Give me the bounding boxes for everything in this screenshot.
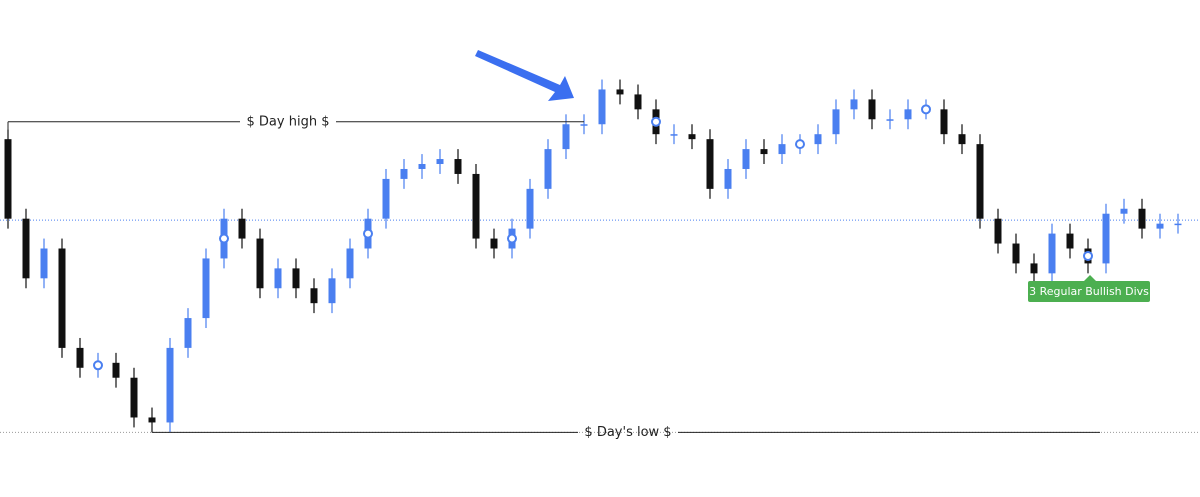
signal-marker	[921, 104, 931, 115]
candle-body	[742, 149, 750, 169]
candle-body	[166, 347, 174, 423]
candle-body	[1174, 223, 1182, 226]
candle-body	[526, 188, 534, 229]
candle-body	[202, 258, 210, 319]
signal-marker	[93, 360, 103, 371]
candle-body	[562, 124, 570, 150]
candle-body	[58, 248, 66, 348]
signal-marker	[363, 228, 373, 239]
day-high-label: $ Day high $	[247, 114, 330, 129]
candle-body	[940, 109, 948, 135]
candle-body	[310, 288, 318, 304]
annotation: 3 Regular Bullish Divs	[1028, 275, 1150, 302]
candle-body	[580, 124, 588, 126]
candle-body	[130, 377, 138, 418]
candle-body	[724, 168, 732, 189]
candle-body	[436, 159, 444, 165]
candle-body	[22, 218, 30, 279]
candle-body	[1012, 243, 1020, 264]
candle-body	[256, 238, 264, 289]
candle-body	[832, 109, 840, 135]
day-low-label: $ Day's low $	[584, 425, 671, 440]
candle-body	[1102, 213, 1110, 264]
candle-body	[868, 99, 876, 120]
candle-body	[4, 139, 12, 219]
candle-body	[616, 89, 624, 95]
candle-body	[634, 94, 642, 110]
signal-marker	[795, 139, 805, 150]
annotation-box	[1028, 281, 1150, 302]
candle-body	[76, 347, 84, 368]
candle-body	[382, 178, 390, 219]
candle-body	[958, 134, 966, 145]
signal-marker	[219, 233, 229, 244]
candle-body	[328, 278, 336, 304]
candle-body	[1030, 263, 1038, 274]
candle-body	[292, 268, 300, 289]
candle-body	[472, 173, 480, 239]
candle-body	[1156, 223, 1164, 229]
candle-body	[238, 218, 246, 239]
candle-body	[598, 89, 606, 125]
candle-body	[886, 119, 894, 121]
candle-body	[1066, 233, 1074, 249]
candle-body	[454, 159, 462, 174]
candle-body	[400, 168, 408, 179]
candle-body	[418, 164, 426, 169]
candle-body	[760, 149, 768, 155]
candle-body	[814, 134, 822, 145]
signal-marker	[651, 116, 661, 127]
candle-body	[904, 109, 912, 120]
candle-body	[274, 268, 282, 289]
candle-body	[40, 248, 48, 279]
signal-marker	[1083, 250, 1093, 261]
candle-body	[688, 134, 696, 140]
candle-body	[490, 238, 498, 249]
annotation-pointer	[1084, 275, 1096, 281]
candle-body	[994, 218, 1002, 244]
candle-body	[544, 149, 552, 189]
candle-body	[1120, 208, 1128, 214]
annotation-text: 3 Regular Bullish Divs	[1029, 285, 1149, 298]
candle-body	[670, 134, 678, 136]
arrow	[475, 50, 574, 101]
candle-body	[778, 144, 786, 155]
candle-body	[976, 144, 984, 219]
candle-body	[346, 248, 354, 279]
candle-body	[706, 139, 714, 189]
candle-body	[148, 417, 156, 423]
candle-body	[850, 99, 858, 110]
candle-body	[112, 362, 120, 378]
candle-body	[1048, 233, 1056, 274]
candle-body	[1138, 208, 1146, 229]
candle-body	[184, 318, 192, 348]
signal-marker	[507, 233, 517, 244]
